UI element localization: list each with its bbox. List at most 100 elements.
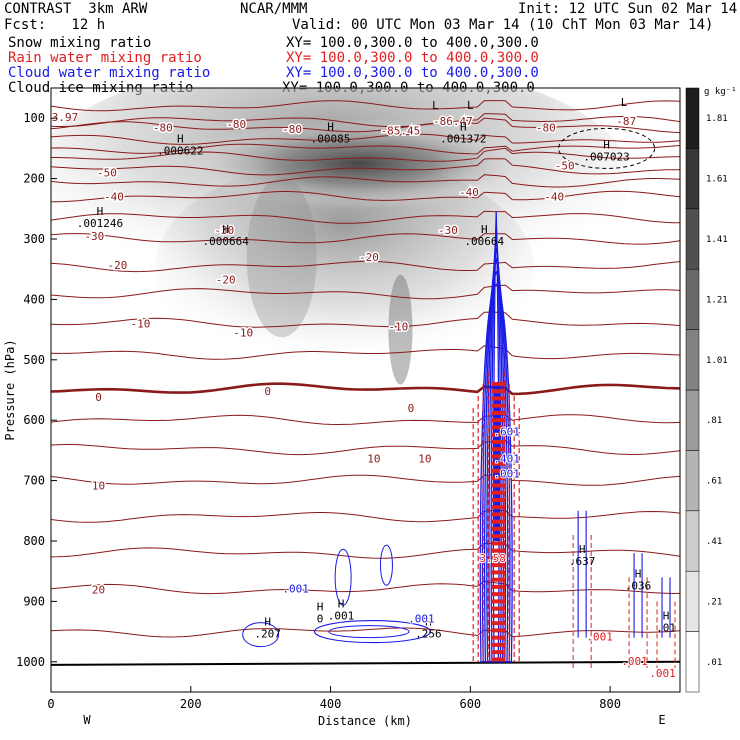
rain-water-contour xyxy=(572,534,592,668)
colorbar-label: 1.61 xyxy=(706,175,728,185)
temperature-label: -50 xyxy=(555,159,575,172)
extremum-marker: H xyxy=(327,120,334,133)
y-tick-label: 100 xyxy=(23,111,45,125)
legend-rain-name: Rain water mixing ratio xyxy=(8,50,202,66)
header-init: Init: 12 UTC Sun 02 Mar 14 xyxy=(518,1,738,17)
cloud-water-contour xyxy=(479,283,513,663)
temperature-label: -20 xyxy=(107,259,127,272)
extremum-marker: H xyxy=(222,223,229,236)
colorbar-swatch xyxy=(685,268,700,330)
rain-water-core xyxy=(491,577,506,582)
rain-water-core xyxy=(491,570,506,575)
y-tick-label: 200 xyxy=(23,172,45,186)
extremum-value: .007023 xyxy=(583,150,629,163)
cloud-water-contour xyxy=(334,548,352,606)
cloud-water-contour xyxy=(661,577,671,638)
extremum-marker: H xyxy=(635,567,642,580)
temperature-label: -10 xyxy=(233,327,253,340)
rain-water-core xyxy=(491,439,506,444)
snow-shade-streak xyxy=(388,274,413,385)
extremum-marker: H xyxy=(425,616,432,629)
extremum-value: .00664 xyxy=(464,235,504,248)
y-axis-title: Pressure (hPa) xyxy=(3,339,17,440)
rain-water-core xyxy=(491,657,506,662)
y-tick-label: 500 xyxy=(23,353,45,367)
rain-water-core xyxy=(491,483,506,488)
colorbar-swatch xyxy=(685,570,700,632)
temperature-label: -30 xyxy=(84,230,104,243)
temperature-contours xyxy=(51,100,680,666)
rain-water-core xyxy=(491,461,506,466)
x-tick-label: 0 xyxy=(47,697,54,711)
extremum-value: .207 xyxy=(254,628,281,641)
snow-shade-lower xyxy=(154,159,535,380)
temperature-contour xyxy=(51,627,680,638)
y-tick-label: 300 xyxy=(23,232,45,246)
rain-water-core xyxy=(491,613,506,618)
extremum-value: .637 xyxy=(569,555,596,568)
colorbar: .01 .21 .41 .61 .81 1.01 1.21 1.41 1.61 1.81 xyxy=(685,87,728,693)
temperature-contour xyxy=(51,133,680,145)
x-tick-label: 200 xyxy=(180,697,202,711)
temperature-contour xyxy=(51,311,680,328)
extremum-marker: L xyxy=(432,99,439,112)
rain-water-core xyxy=(491,476,506,481)
temperature-contour xyxy=(51,117,680,134)
contour-value-label: .001 xyxy=(649,667,676,680)
y-tick-label: 900 xyxy=(23,594,45,608)
rain-water-core xyxy=(491,505,506,510)
temperature-contour xyxy=(51,158,680,176)
temperature-contour xyxy=(51,190,680,203)
extremum-value: .000622 xyxy=(157,144,203,157)
cloud-ice-contour xyxy=(558,127,656,169)
colorbar-unit: g kg⁻¹ xyxy=(704,87,737,97)
temperature-contour xyxy=(51,174,680,188)
legend-cloudwater-xy: XY= 100.0,300.0 to 400.0,300.0 xyxy=(286,65,539,81)
legend-snow-name: Snow mixing ratio xyxy=(8,35,152,51)
rain-water-core xyxy=(491,541,506,546)
snow-shade-streak xyxy=(246,177,317,338)
x-axis-west-label: W xyxy=(83,713,91,727)
temperature-contour xyxy=(51,284,680,300)
temperature-label: -40 xyxy=(459,186,479,199)
rain-water-core xyxy=(491,642,506,647)
temperature-label: 10 xyxy=(418,452,431,465)
temperature-label: -30 xyxy=(214,224,234,237)
colorbar-label: .61 xyxy=(706,477,722,487)
extremum-value: .001 xyxy=(328,609,355,622)
contour-value-label: .001 xyxy=(586,631,613,644)
x-axis-title: Distance (km) xyxy=(318,714,412,728)
snow-mixing-shading xyxy=(51,88,631,385)
extremum-value: .001372 xyxy=(440,132,486,145)
contour-value-label: .401 xyxy=(493,452,520,465)
temperature-contour xyxy=(51,260,680,273)
rain-water-core xyxy=(491,447,506,452)
extremum-marker: L xyxy=(621,96,628,109)
cloud-water-contour xyxy=(328,625,410,639)
colorbar-swatch xyxy=(685,631,700,693)
y-tick-label: 800 xyxy=(23,534,45,548)
temperature-contour xyxy=(51,580,680,595)
temperature-label: -80 xyxy=(536,121,556,134)
rain-water-core xyxy=(491,396,506,401)
temperature-contour xyxy=(51,233,680,245)
temperature-label: 20 xyxy=(92,583,105,596)
rain-water-core xyxy=(491,548,506,553)
contour-value-label: .001 xyxy=(493,468,520,481)
rain-water-core xyxy=(491,621,506,626)
extremum-value: .01 xyxy=(656,622,676,635)
rain-water-core xyxy=(491,403,506,408)
temperature-label: -87 xyxy=(616,115,636,128)
temperature-contour xyxy=(51,210,680,224)
extremum-value: .036 xyxy=(625,579,652,592)
rain-water-core xyxy=(491,599,506,604)
colorbar-label: 1.21 xyxy=(706,295,728,305)
rain-water-contour xyxy=(472,408,520,662)
extremum-marker: H xyxy=(317,601,324,614)
extremum-marker: H xyxy=(177,132,184,145)
extremum-marker: H xyxy=(264,616,271,629)
hydrometeor-contours xyxy=(242,127,676,668)
temperature-contour xyxy=(51,542,680,559)
temperature-contour xyxy=(51,143,680,155)
cloud-water-contour xyxy=(242,622,280,648)
